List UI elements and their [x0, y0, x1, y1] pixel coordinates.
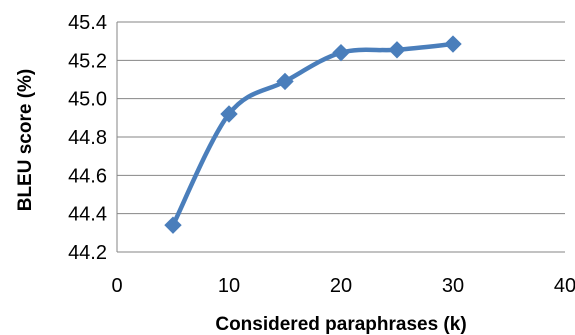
x-tick-label: 30 — [442, 275, 464, 297]
y-tick-label: 45.0 — [68, 89, 107, 111]
x-tick-label: 20 — [330, 275, 352, 297]
data-point-marker — [332, 43, 350, 62]
y-axis-title: BLEU score (%) — [15, 69, 36, 212]
data-point-marker — [276, 72, 294, 91]
x-tick-label: 0 — [111, 275, 122, 297]
y-tick-label: 44.8 — [68, 127, 107, 149]
data-point-marker — [444, 35, 462, 53]
axes — [116, 22, 565, 253]
y-tick-label: 44.6 — [68, 165, 107, 187]
y-tick-label: 45.4 — [68, 12, 107, 34]
data-point-marker — [164, 216, 182, 234]
y-axis-ticks: 44.2 44.4 44.6 44.8 45.0 45.2 45.4 — [68, 12, 107, 264]
data-point-marker — [220, 105, 238, 123]
series-line — [170, 41, 456, 228]
y-tick-label: 44.2 — [68, 242, 107, 264]
y-tick-label: 44.4 — [68, 204, 107, 226]
series-layer — [164, 35, 462, 234]
y-tick-label: 45.2 — [68, 50, 107, 72]
x-axis-title: Considered paraphrases (k) — [215, 314, 466, 335]
x-tick-label: 40 — [554, 275, 575, 297]
x-axis-ticks: 0 10 20 30 40 — [111, 275, 575, 297]
data-point-marker — [388, 41, 406, 59]
x-tick-label: 10 — [218, 275, 240, 297]
